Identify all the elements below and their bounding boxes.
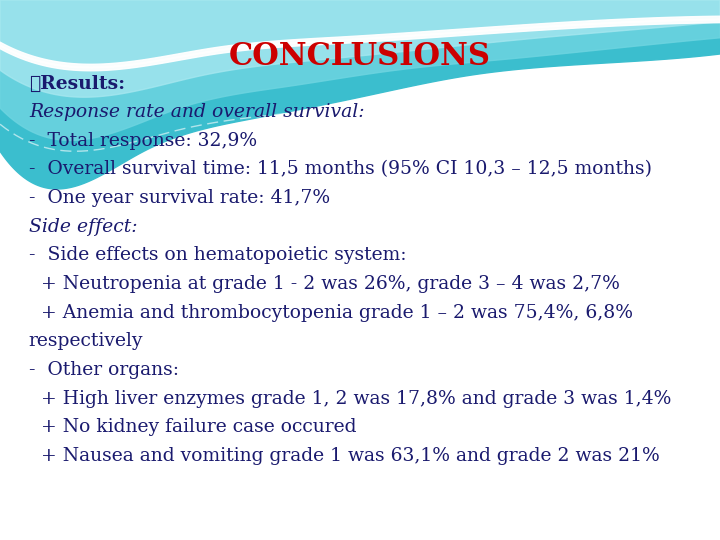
Text: CONCLUSIONS: CONCLUSIONS	[229, 41, 491, 72]
Text: + Nausea and vomiting grade 1 was 63,1% and grade 2 was 21%: + Nausea and vomiting grade 1 was 63,1% …	[29, 447, 660, 465]
Text: -  Side effects on hematopoietic system:: - Side effects on hematopoietic system:	[29, 246, 406, 265]
Text: + Neutropenia at grade 1 - 2 was 26%, grade 3 – 4 was 2,7%: + Neutropenia at grade 1 - 2 was 26%, gr…	[29, 275, 620, 293]
Text: -  One year survival rate: 41,7%: - One year survival rate: 41,7%	[29, 189, 330, 207]
Text: Response rate and overall survival:: Response rate and overall survival:	[29, 103, 364, 122]
Text: -  Overall survival time: 11,5 months (95% CI 10,3 – 12,5 months): - Overall survival time: 11,5 months (95…	[29, 160, 652, 179]
Text: -  Other organs:: - Other organs:	[29, 361, 179, 379]
Text: Side effect:: Side effect:	[29, 218, 138, 236]
Text: ❖Results:: ❖Results:	[29, 75, 125, 93]
Text: + Anemia and thrombocytopenia grade 1 – 2 was 75,4%, 6,8%: + Anemia and thrombocytopenia grade 1 – …	[29, 303, 633, 322]
Text: respectively: respectively	[29, 332, 143, 350]
Text: + High liver enzymes grade 1, 2 was 17,8% and grade 3 was 1,4%: + High liver enzymes grade 1, 2 was 17,8…	[29, 389, 671, 408]
Text: -  Total response: 32,9%: - Total response: 32,9%	[29, 132, 257, 150]
Text: + No kidney failure case occured: + No kidney failure case occured	[29, 418, 356, 436]
